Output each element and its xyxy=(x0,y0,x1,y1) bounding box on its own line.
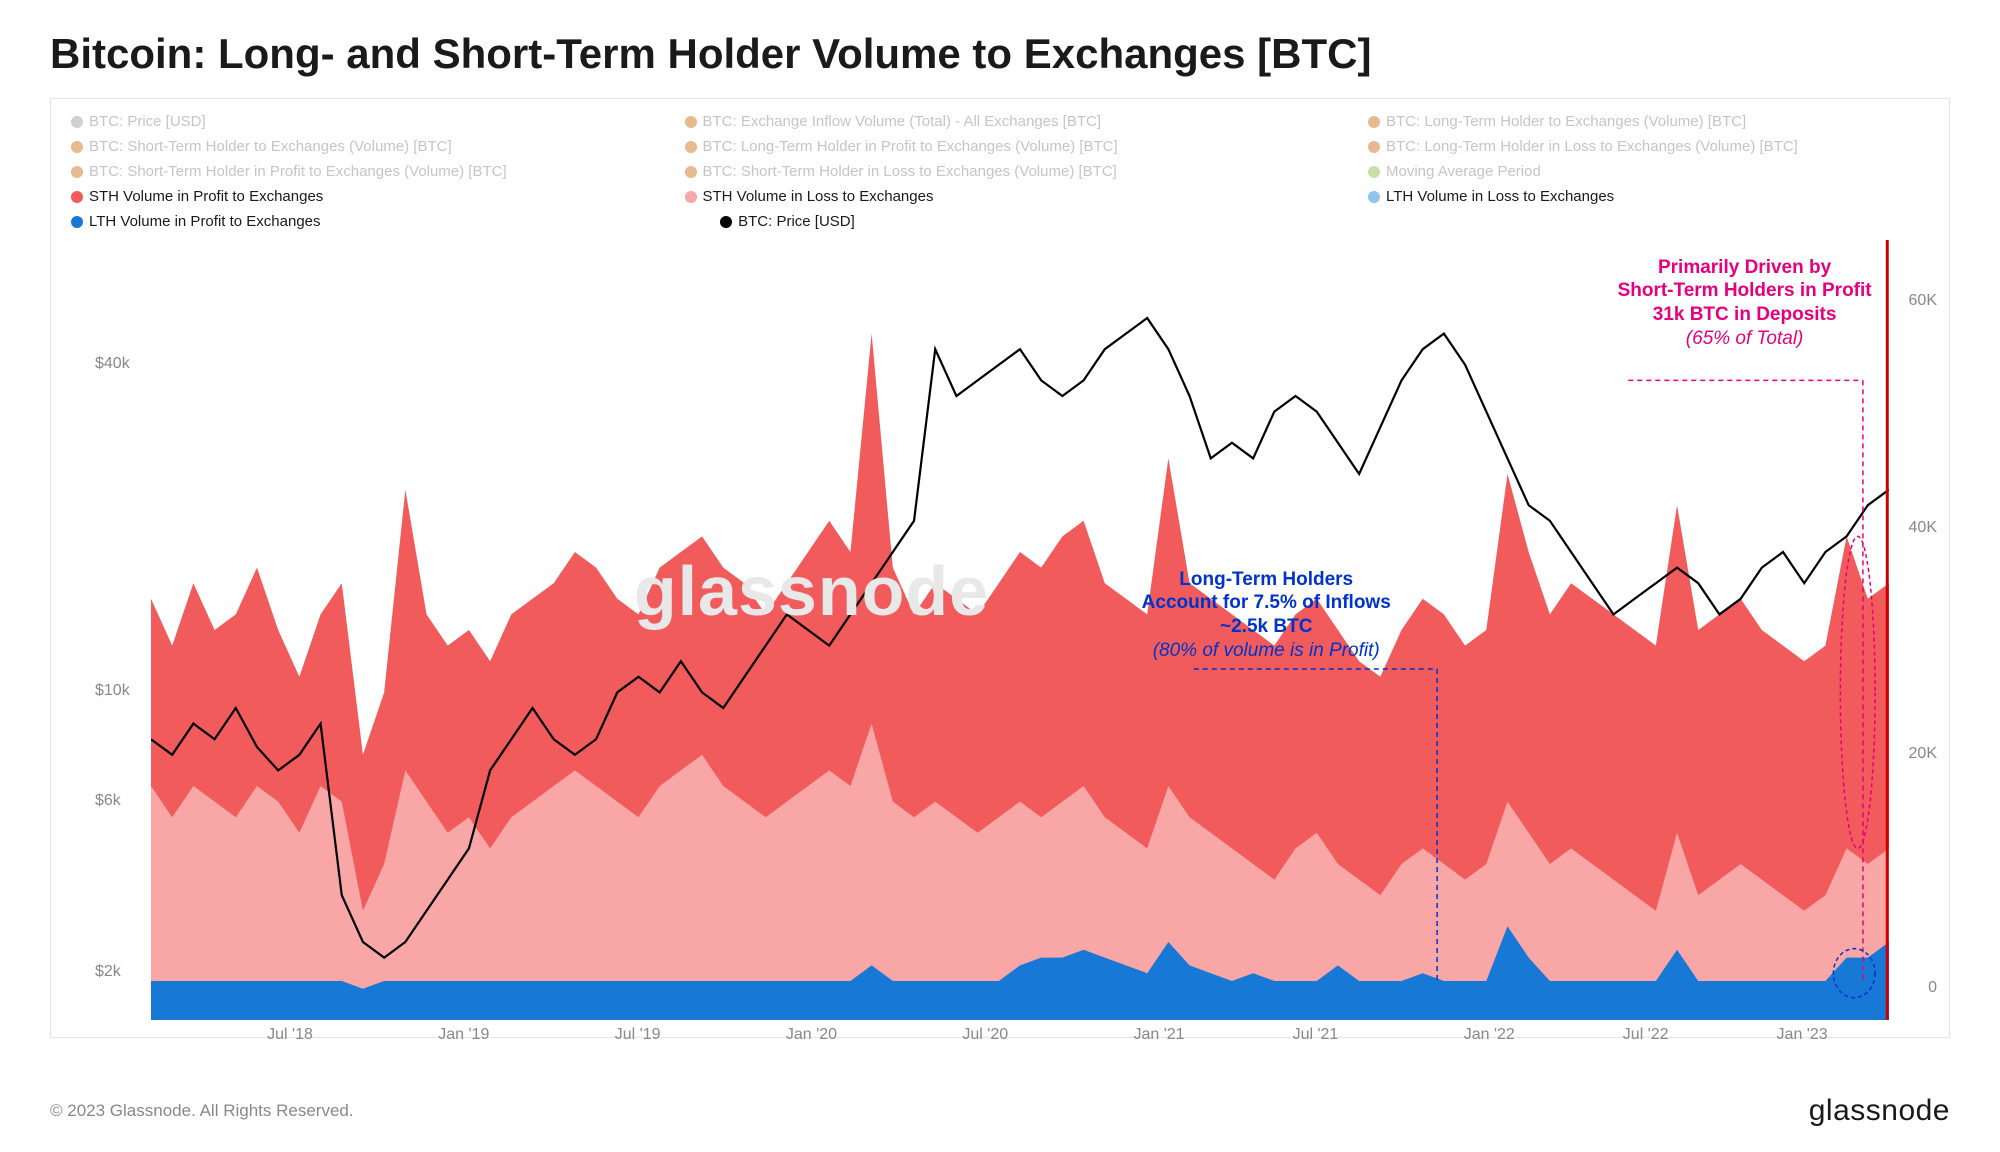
x-tick: Jul '19 xyxy=(615,1026,661,1044)
legend-dot xyxy=(71,116,83,128)
x-axis-labels: Jul '18 Jan '19 Jul '19 Jan '20 Jul '20 Jan '… xyxy=(151,1026,1889,1048)
legend-item[interactable]: BTC: Price [USD] xyxy=(71,111,649,132)
x-tick: Jan '22 xyxy=(1464,1026,1515,1044)
legend-item[interactable]: BTC: Price [USD] xyxy=(720,211,1407,232)
chart-svg xyxy=(151,240,1889,1020)
annotation-sth: Primarily Driven byShort-Term Holders in… xyxy=(1618,256,1872,351)
legend-dot xyxy=(71,216,83,228)
legend-item[interactable]: LTH Volume in Loss to Exchanges xyxy=(1368,186,1893,207)
brand-logo: glassnode xyxy=(1809,1094,1950,1128)
legend-item[interactable]: BTC: Long-Term Holder to Exchanges (Volu… xyxy=(1368,111,1893,132)
x-tick: Jul '22 xyxy=(1623,1026,1669,1044)
legend-dot xyxy=(1368,191,1380,203)
y-tick-right: 60K xyxy=(1909,292,1937,310)
x-tick: Jul '20 xyxy=(962,1026,1008,1044)
legend-dot xyxy=(685,141,697,153)
legend-item[interactable]: BTC: Short-Term Holder in Loss to Exchan… xyxy=(685,161,1333,182)
annotation-line: ~2.5k BTC xyxy=(1142,615,1391,639)
x-tick: Jan '20 xyxy=(786,1026,837,1044)
copyright: © 2023 Glassnode. All Rights Reserved. xyxy=(50,1101,354,1121)
chart-container: BTC: Price [USD] BTC: Exchange Inflow Vol… xyxy=(50,98,1950,1038)
legend-item[interactable]: BTC: Short-Term Holder to Exchanges (Vol… xyxy=(71,136,649,157)
legend: BTC: Price [USD] BTC: Exchange Inflow Vol… xyxy=(51,99,1949,240)
legend-item[interactable]: BTC: Exchange Inflow Volume (Total) - Al… xyxy=(685,111,1333,132)
legend-item[interactable]: LTH Volume in Profit to Exchanges xyxy=(71,211,684,232)
legend-dot xyxy=(1368,166,1380,178)
footer: © 2023 Glassnode. All Rights Reserved. g… xyxy=(50,1094,1950,1128)
y-tick-left: $10k xyxy=(95,682,130,700)
y-tick-left: $6k xyxy=(95,792,121,810)
x-tick: Jan '19 xyxy=(438,1026,489,1044)
legend-dot xyxy=(685,116,697,128)
legend-dot xyxy=(1368,116,1380,128)
legend-dot xyxy=(685,166,697,178)
annotation-line: Long-Term Holders xyxy=(1142,568,1391,592)
legend-dot xyxy=(720,216,732,228)
annotation-sub: (65% of Total) xyxy=(1618,327,1872,351)
y-tick-right: 40K xyxy=(1909,519,1937,537)
plot-area: glassnode Jul '18Jan '19Jul '19Jan '20Ju… xyxy=(151,240,1889,1020)
annotation-line: Short-Term Holders in Profit xyxy=(1618,279,1872,303)
legend-dot xyxy=(685,191,697,203)
legend-dot xyxy=(71,166,83,178)
chart-title: Bitcoin: Long- and Short-Term Holder Vol… xyxy=(50,30,1950,78)
y-tick-left: $2k xyxy=(95,963,121,981)
y-tick-right: 0 xyxy=(1928,979,1937,997)
legend-item[interactable]: STH Volume in Profit to Exchanges xyxy=(71,186,649,207)
annotation-sub: (80% of volume is in Profit) xyxy=(1142,639,1391,663)
x-tick: Jul '21 xyxy=(1293,1026,1339,1044)
x-tick: Jan '21 xyxy=(1133,1026,1184,1044)
y-tick-right: 20K xyxy=(1909,745,1937,763)
x-tick: Jan '23 xyxy=(1777,1026,1828,1044)
annotation-line: Account for 7.5% of Inflows xyxy=(1142,591,1391,615)
legend-item[interactable]: STH Volume in Loss to Exchanges xyxy=(685,186,1333,207)
legend-dot xyxy=(1368,141,1380,153)
annotation-line: 31k BTC in Deposits xyxy=(1618,303,1872,327)
x-tick: Jul '18 xyxy=(267,1026,313,1044)
y-tick-left: $40k xyxy=(95,355,130,373)
legend-dot xyxy=(71,141,83,153)
annotation-lth: Long-Term HoldersAccount for 7.5% of Inf… xyxy=(1142,568,1391,663)
legend-item[interactable]: BTC: Long-Term Holder in Profit to Excha… xyxy=(685,136,1333,157)
legend-item[interactable]: BTC: Short-Term Holder in Profit to Exch… xyxy=(71,161,649,182)
annotation-line: Primarily Driven by xyxy=(1618,256,1872,280)
legend-dot xyxy=(71,191,83,203)
legend-item[interactable]: BTC: Long-Term Holder in Loss to Exchang… xyxy=(1368,136,1893,157)
legend-item[interactable]: Moving Average Period xyxy=(1368,161,1893,182)
